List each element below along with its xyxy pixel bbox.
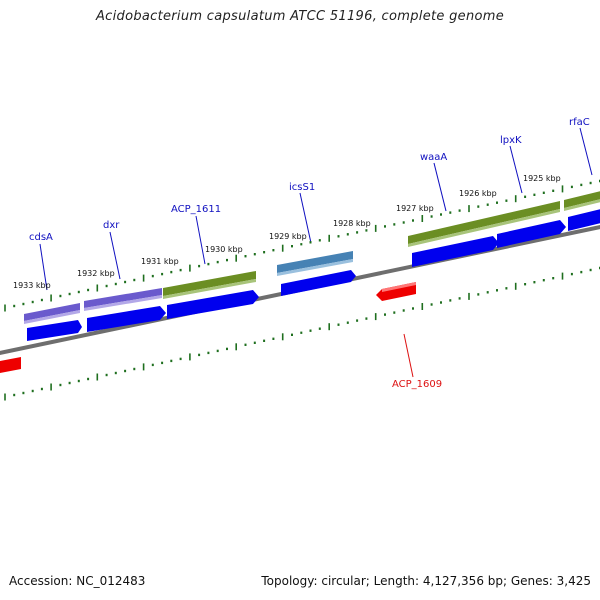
feature-purple-1-shadow	[24, 310, 80, 324]
cds-arrow-5	[412, 236, 499, 267]
feature-steel-1	[277, 251, 353, 273]
kbp-ticks-lower	[4, 266, 600, 401]
leader-acp1609	[403, 333, 414, 378]
kbp-label-1929: 1929 kbp	[269, 232, 307, 241]
feature-olive-2-shadow	[408, 209, 560, 247]
kbp-label-1930: 1930 kbp	[205, 245, 243, 254]
kbp-label-1933: 1933 kbp	[13, 281, 51, 290]
kbp-label-1931: 1931 kbp	[141, 257, 179, 266]
feature-olive-1	[163, 271, 256, 296]
accession-text: Accession: NC_012483	[9, 574, 146, 588]
gene-label-dxr: dxr	[103, 220, 120, 231]
feature-purple-2	[84, 288, 162, 308]
gene-label-icss1: icsS1	[289, 182, 315, 193]
gene-label-lpxk: lpxK	[500, 135, 522, 146]
kbp-label-1928: 1928 kbp	[333, 219, 371, 228]
gene-label-rfac: rfaC	[569, 117, 590, 128]
gene-label-cdsa: cdsA	[29, 232, 53, 243]
cds-arrow-6	[497, 220, 566, 248]
leader-acp1611	[195, 215, 206, 265]
feature-olive-3	[564, 191, 600, 208]
kbp-label-1926: 1926 kbp	[459, 189, 497, 198]
red-feature-acp1609-shadow	[382, 282, 416, 292]
upper-strand-features	[24, 191, 600, 324]
kbp-labels: 1933 kbp 1932 kbp 1931 kbp 1930 kbp 1929…	[13, 174, 561, 290]
label-leaders	[39, 127, 593, 378]
cds-arrow-1	[27, 320, 82, 341]
gene-label-acp1611: ACP_1611	[171, 204, 221, 215]
kbp-label-1925: 1925 kbp	[523, 174, 561, 183]
lower-strand-features	[0, 282, 416, 374]
red-feature-left	[0, 357, 21, 374]
leader-rfac	[579, 127, 593, 176]
cds-arrow-2	[87, 306, 166, 332]
leader-dxr	[109, 231, 121, 280]
leader-cdsA	[39, 243, 48, 291]
leader-lpxk	[509, 145, 523, 194]
kbp-label-1927: 1927 kbp	[396, 204, 434, 213]
cds-arrow-4	[281, 270, 356, 296]
gene-label-acp1609: ACP_1609	[392, 379, 442, 390]
gene-label-waaa: waaA	[420, 152, 447, 163]
leader-waaa	[433, 162, 447, 212]
cds-arrow-3	[167, 290, 259, 319]
feature-purple-2-shadow	[84, 295, 162, 311]
genome-summary-text: Topology: circular; Length: 4,127,356 bp…	[261, 574, 591, 588]
cds-arrows	[27, 209, 600, 341]
kbp-ticks-upper	[4, 179, 600, 312]
map-title: Acidobacterium capsulatum ATCC 51196, co…	[95, 9, 505, 24]
feature-olive-3-shadow	[564, 199, 600, 211]
feature-olive-1-shadow	[163, 279, 256, 299]
gene-labels: cdsA dxr ACP_1611 icsS1 waaA lpxK rfaC A…	[29, 117, 590, 390]
cds-arrow-7	[568, 209, 600, 231]
feature-purple-1	[24, 303, 80, 321]
kbp-label-1932: 1932 kbp	[77, 269, 115, 278]
feature-steel-1-shadow	[277, 259, 353, 276]
leader-icss1	[299, 192, 312, 244]
feature-olive-2	[408, 201, 560, 244]
